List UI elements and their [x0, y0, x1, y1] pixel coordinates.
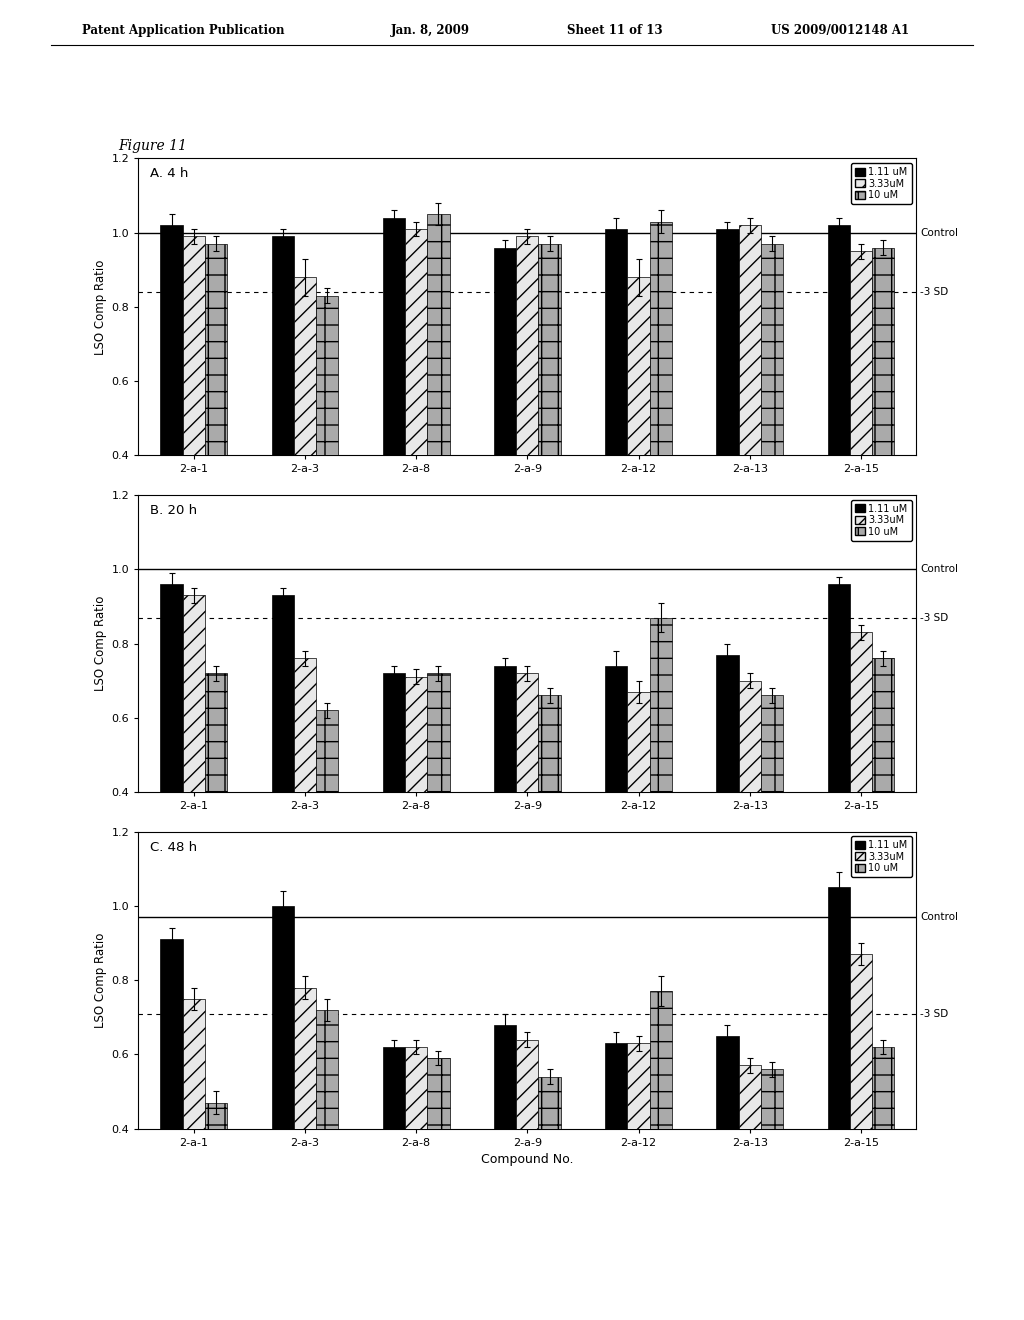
Bar: [161, 940, 182, 1278]
Bar: [738, 681, 761, 940]
Bar: [383, 218, 406, 603]
Bar: [182, 236, 205, 603]
Text: Patent Application Publication: Patent Application Publication: [82, 24, 285, 37]
Text: Jan. 8, 2009: Jan. 8, 2009: [390, 24, 470, 37]
Bar: [516, 1040, 539, 1278]
Bar: [738, 226, 761, 603]
Bar: [406, 1047, 427, 1278]
Bar: [205, 673, 227, 940]
Bar: [827, 226, 850, 603]
Bar: [850, 251, 872, 603]
Bar: [717, 228, 738, 603]
Bar: [383, 673, 406, 940]
Bar: [738, 1065, 761, 1278]
Text: A. 4 h: A. 4 h: [150, 168, 188, 181]
Y-axis label: LSO Comp Ratio: LSO Comp Ratio: [94, 259, 108, 355]
Bar: [205, 244, 227, 603]
Bar: [827, 583, 850, 940]
Bar: [316, 296, 338, 603]
Text: -3 SD: -3 SD: [921, 612, 948, 623]
Bar: [850, 954, 872, 1278]
Bar: [628, 277, 649, 603]
Bar: [516, 673, 539, 940]
Bar: [182, 595, 205, 940]
Bar: [316, 1010, 338, 1278]
Bar: [406, 677, 427, 940]
Bar: [827, 887, 850, 1278]
Text: -3 SD: -3 SD: [921, 1008, 948, 1019]
Bar: [316, 710, 338, 940]
Text: Control: Control: [921, 912, 958, 921]
Legend: 1.11 uM, 3.33uM, 10 uM: 1.11 uM, 3.33uM, 10 uM: [851, 500, 911, 541]
Text: Control: Control: [921, 564, 958, 574]
Bar: [649, 991, 672, 1278]
Bar: [494, 1024, 516, 1278]
Bar: [205, 1102, 227, 1278]
Bar: [161, 583, 182, 940]
Bar: [539, 244, 561, 603]
Text: Sheet 11 of 13: Sheet 11 of 13: [566, 24, 663, 37]
Bar: [427, 1059, 450, 1278]
X-axis label: Compound No.: Compound No.: [481, 1154, 573, 1166]
Bar: [717, 655, 738, 940]
Bar: [383, 1047, 406, 1278]
Bar: [872, 248, 894, 603]
Text: Control: Control: [921, 227, 958, 238]
Bar: [649, 222, 672, 603]
Text: -3 SD: -3 SD: [921, 286, 948, 297]
Text: C. 48 h: C. 48 h: [150, 841, 197, 854]
Bar: [494, 665, 516, 940]
Bar: [161, 226, 182, 603]
Bar: [628, 1043, 649, 1278]
Bar: [872, 1047, 894, 1278]
Y-axis label: LSO Comp Ratio: LSO Comp Ratio: [94, 595, 108, 692]
Bar: [271, 236, 294, 603]
Bar: [649, 618, 672, 940]
Bar: [539, 1077, 561, 1278]
Bar: [494, 248, 516, 603]
Text: Figure 11: Figure 11: [118, 139, 186, 153]
Bar: [605, 665, 628, 940]
Bar: [761, 244, 783, 603]
Bar: [182, 999, 205, 1278]
Bar: [294, 277, 316, 603]
Legend: 1.11 uM, 3.33uM, 10 uM: 1.11 uM, 3.33uM, 10 uM: [851, 837, 911, 878]
Bar: [294, 987, 316, 1278]
Text: B. 20 h: B. 20 h: [150, 504, 197, 517]
Bar: [605, 228, 628, 603]
Bar: [872, 659, 894, 940]
Bar: [539, 696, 561, 940]
Bar: [761, 1069, 783, 1278]
Bar: [271, 906, 294, 1278]
Bar: [427, 673, 450, 940]
Bar: [628, 692, 649, 940]
Legend: 1.11 uM, 3.33uM, 10 uM: 1.11 uM, 3.33uM, 10 uM: [851, 164, 911, 205]
Bar: [516, 236, 539, 603]
Bar: [717, 1036, 738, 1278]
Y-axis label: LSO Comp Ratio: LSO Comp Ratio: [94, 932, 108, 1028]
Bar: [294, 659, 316, 940]
Bar: [406, 228, 427, 603]
Bar: [761, 696, 783, 940]
Bar: [427, 214, 450, 603]
Bar: [271, 595, 294, 940]
Text: US 2009/0012148 A1: US 2009/0012148 A1: [771, 24, 908, 37]
Bar: [850, 632, 872, 940]
Bar: [605, 1043, 628, 1278]
